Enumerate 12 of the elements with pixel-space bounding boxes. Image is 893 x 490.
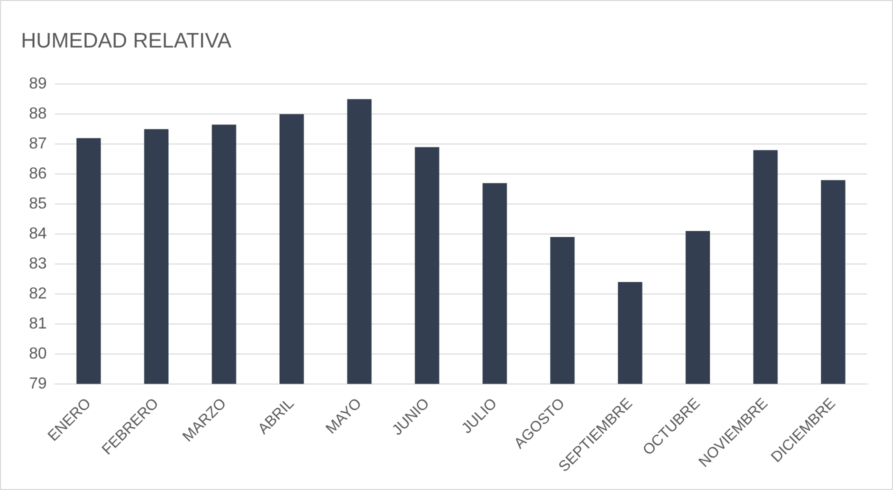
y-tick-label: 88 (29, 106, 47, 123)
y-tick-label: 85 (29, 195, 47, 212)
y-tick-label: 79 (29, 375, 47, 392)
y-tick-label: 81 (29, 315, 47, 332)
y-tick-label: 89 (29, 76, 47, 93)
y-tick-label: 83 (29, 255, 47, 272)
y-tick-label: 86 (29, 166, 47, 183)
y-tick-label: 84 (29, 225, 47, 242)
y-tick-label: 80 (29, 345, 47, 362)
chart-title: HUMEDAD RELATIVA (21, 29, 232, 52)
y-tick-label: 87 (29, 136, 47, 153)
y-tick-label: 82 (29, 285, 47, 302)
